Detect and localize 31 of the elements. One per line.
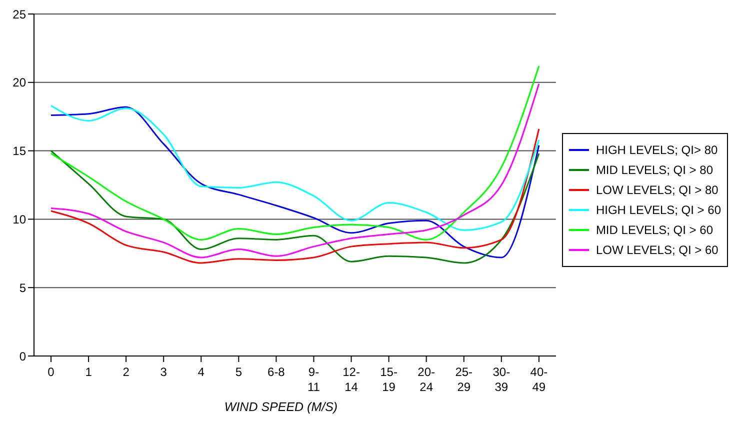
legend-label: MID LEVELS; QI > 80 (596, 163, 713, 177)
line-series (50, 104, 540, 231)
x-tick-label: 6-8 (268, 365, 286, 379)
legend-label: MID LEVELS; QI > 60 (596, 223, 713, 237)
y-tick-label: 5 (19, 280, 26, 295)
x-tick-label: 25-29 (455, 365, 473, 394)
legend-label: HIGH LEVELS; QI> 80 (596, 143, 718, 157)
x-tick-label: 40-49 (530, 365, 548, 394)
legend-label: LOW LEVELS; QI > 60 (596, 243, 718, 257)
x-tick-label: 5 (235, 365, 242, 379)
x-tick-label: 2 (122, 365, 130, 379)
x-tick-label: 1 (85, 365, 92, 379)
x-tick-label: 4 (198, 365, 205, 379)
x-tick-label: 30-39 (492, 365, 510, 394)
line-series (50, 65, 540, 240)
legend-label: LOW LEVELS; QI > 80 (596, 183, 718, 197)
x-tick-label: 12-14 (342, 365, 360, 394)
y-tick-label: 15 (12, 144, 26, 158)
x-tick-label: 9-11 (308, 365, 320, 394)
y-tick-label: 0 (19, 349, 26, 364)
x-tick-label: 15-19 (380, 365, 398, 394)
x-axis-title: WIND SPEED (M/S) (223, 400, 339, 414)
y-tick-label: 25 (12, 7, 26, 22)
legend-label: HIGH LEVELS; QI > 60 (596, 203, 721, 217)
x-tick-label: 20-24 (418, 365, 436, 394)
y-tick-label: 20 (12, 76, 26, 90)
line-series (50, 150, 540, 264)
line-series (50, 128, 540, 264)
x-tick-label: 0 (48, 365, 55, 379)
x-tick-label: 3 (160, 365, 168, 379)
y-tick-label: 10 (12, 212, 26, 226)
